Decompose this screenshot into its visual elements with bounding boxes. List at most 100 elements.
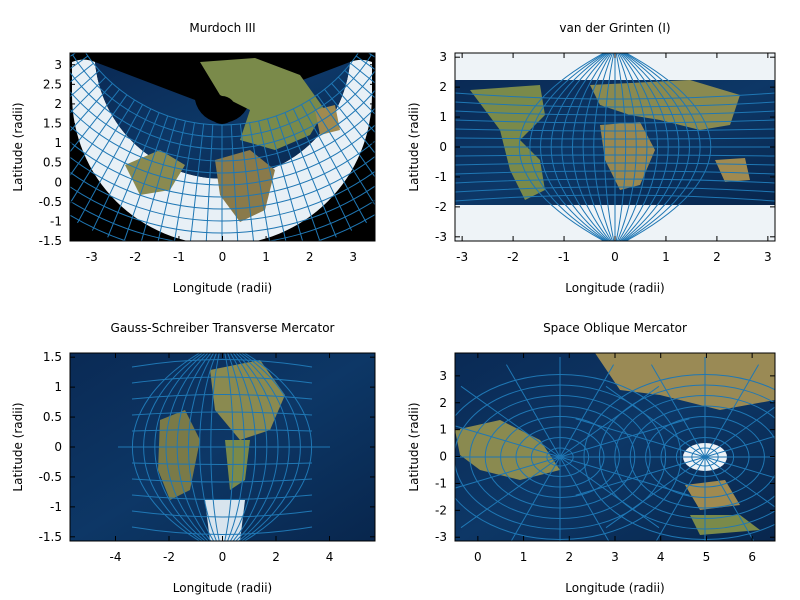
graticule [118, 353, 330, 541]
graticule-line [505, 364, 561, 458]
graticule-line [704, 364, 760, 458]
graticule-line [704, 435, 775, 458]
x-tick-label: 0 [219, 250, 227, 264]
y-tick-label: 3 [439, 369, 447, 383]
x-tick-label: 3 [764, 250, 772, 264]
graticule-line [355, 55, 375, 71]
graticule-line [131, 462, 313, 465]
y-tick-label: -0.5 [39, 195, 62, 209]
graticule-line [131, 359, 313, 368]
graticule-line [455, 128, 775, 132]
y-tick-label: -1.5 [39, 234, 62, 248]
x-tick-label: -3 [456, 250, 468, 264]
land-asia [225, 440, 250, 490]
x-tick-label: 1 [262, 250, 270, 264]
ice-ring [72, 59, 372, 241]
graticule-line [575, 456, 706, 496]
graticule-line [266, 118, 304, 241]
land-north [595, 353, 775, 410]
panel-gauss-schreiber: Gauss-Schreiber Transverse Mercator -4 -2… [11, 321, 376, 595]
y-ticks: -1.5 -1 -0.5 0 0.5 1 1.5 [39, 350, 375, 544]
graticule [70, 53, 375, 241]
y-tick-label: 2.5 [43, 77, 62, 91]
graticule-line [704, 406, 775, 458]
graticule-line [655, 456, 706, 541]
land-islands [690, 515, 760, 535]
graticule-line [230, 124, 239, 241]
graticule-line [704, 456, 775, 508]
graticule-line [316, 94, 375, 178]
x-tick-label: 0 [219, 550, 227, 564]
y-tick-label: -1 [435, 476, 447, 490]
graticule-line [704, 456, 755, 541]
graticule-line [455, 110, 775, 116]
y-tick-label: 0.5 [43, 410, 62, 424]
y-tick-label: 0.5 [43, 156, 62, 170]
graticule-line [324, 88, 375, 154]
graticule-line [173, 122, 195, 241]
y-tick-label: 2 [439, 396, 447, 410]
y-tick-label: 1 [439, 110, 447, 124]
graticule-line [77, 104, 143, 224]
x-axis-label: Longitude (radii) [173, 581, 272, 595]
y-tick-label: 0 [54, 175, 62, 189]
y-tick-label: -1 [435, 170, 447, 184]
graticule-line [70, 62, 94, 83]
graticule-line [455, 170, 775, 175]
panel-title: Space Oblique Mercator [543, 321, 687, 335]
graticule-line [189, 123, 205, 241]
graticule-line [460, 456, 561, 529]
graticule-line [575, 418, 706, 458]
graticule-line [309, 99, 375, 206]
graticule-line [292, 108, 353, 231]
graticule-line [337, 76, 375, 115]
ice-south [205, 500, 245, 541]
graticule-line [455, 178, 775, 184]
graticule-line [331, 83, 375, 134]
graticule-line [131, 376, 313, 384]
y-tick-label: 1 [439, 423, 447, 437]
x-tick-label: -2 [163, 550, 175, 564]
x-tick-label: 4 [657, 550, 665, 564]
land-europe [210, 360, 285, 440]
x-tick-label: 2 [565, 550, 573, 564]
x-ticks: -4 -2 0 2 4 [109, 353, 333, 564]
graticule-line [559, 456, 660, 529]
y-ticks: -3 -2 -1 0 1 2 3 [435, 50, 775, 244]
graticule-line [131, 494, 313, 500]
x-tick-label: 2 [272, 550, 280, 564]
y-tick-label: -3 [435, 230, 447, 244]
graticule-line [70, 88, 120, 153]
y-tick-label: 1.5 [43, 117, 62, 131]
graticule-line [131, 526, 313, 535]
panel-title: Gauss-Schreiber Transverse Mercator [111, 321, 335, 335]
x-tick-label: 2 [713, 250, 721, 264]
x-tick-label: -2 [507, 250, 519, 264]
polar-hole [208, 96, 236, 124]
y-tick-label: -1.5 [39, 530, 62, 544]
y-tick-label: 3 [54, 58, 62, 72]
x-axis-label: Longitude (radii) [565, 281, 664, 295]
x-tick-label: 5 [703, 550, 711, 564]
x-axis-label: Longitude (radii) [173, 281, 272, 295]
graticule-line [70, 83, 113, 132]
graticule-line [605, 385, 706, 458]
graticule-line [131, 411, 313, 416]
y-ticks: -3 -2 -1 0 1 2 3 [435, 369, 775, 544]
graticule-line [70, 70, 100, 98]
land-africa [215, 150, 275, 222]
graticule-line [205, 124, 214, 241]
graticule-line [131, 394, 313, 400]
graticule-line [301, 104, 367, 224]
graticule-line [85, 53, 359, 126]
x-tick-label: 1 [662, 250, 670, 264]
x-tick-label: 0 [474, 550, 482, 564]
panel-van-der-grinten: van der Grinten (I) -3 -2 -1 0 1 2 3 -3 -2 -1 0 1 2… [407, 21, 776, 295]
panel-title: Murdoch III [189, 21, 255, 35]
graticule-line [455, 456, 561, 489]
y-tick-label: -2 [435, 503, 447, 517]
graticule-line [455, 137, 775, 140]
graticule-line [559, 385, 660, 458]
y-tick-label: 2 [439, 80, 447, 94]
graticule-line [455, 425, 561, 458]
